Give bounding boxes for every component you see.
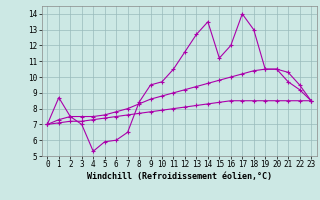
X-axis label: Windchill (Refroidissement éolien,°C): Windchill (Refroidissement éolien,°C) [87,172,272,181]
